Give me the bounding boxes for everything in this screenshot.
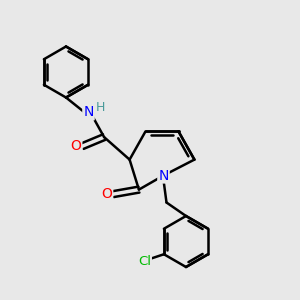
Text: O: O — [70, 139, 81, 153]
Text: H: H — [96, 100, 105, 114]
Text: N: N — [83, 106, 94, 119]
Text: Cl: Cl — [138, 255, 151, 268]
Text: N: N — [158, 169, 169, 182]
Text: O: O — [101, 187, 112, 201]
